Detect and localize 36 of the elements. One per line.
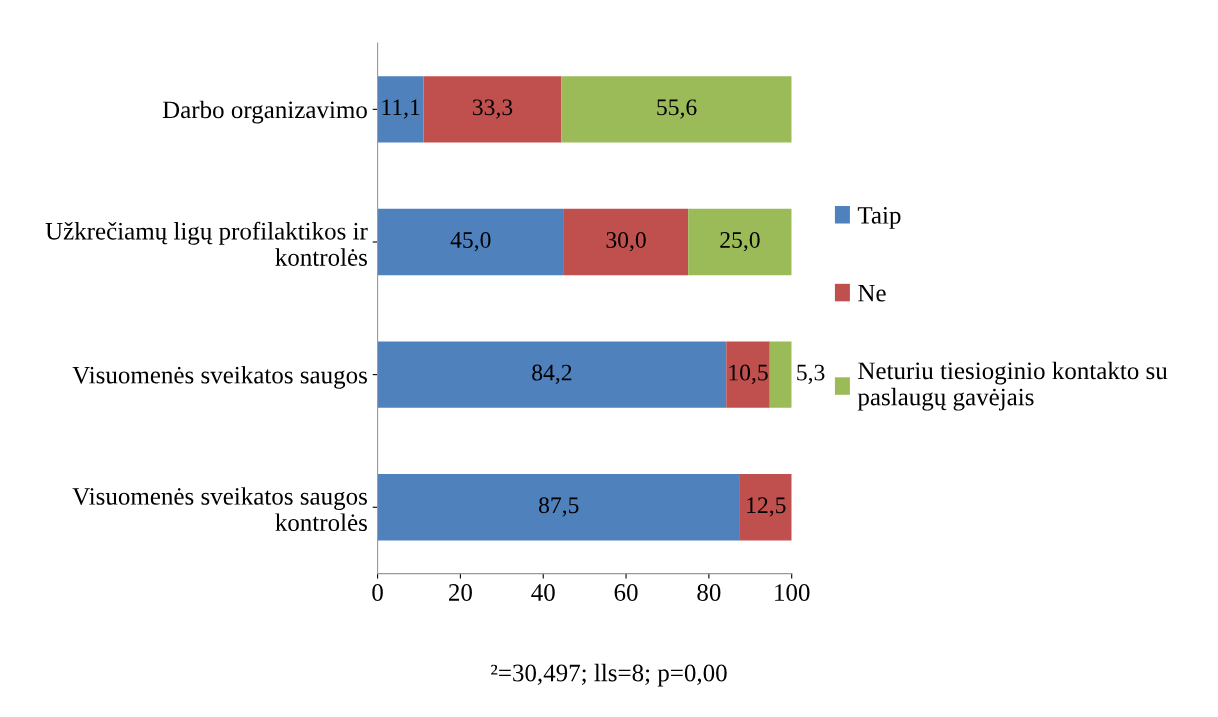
y-tick-label: Visuomenės sveikatos saugos	[72, 365, 367, 389]
y-tick-label: Darbo organizavimo	[162, 100, 367, 124]
bar	[377, 474, 740, 541]
data-label: 11,1	[382, 99, 420, 119]
x-tick-label: 0	[372, 584, 383, 601]
legend-label: Taip	[857, 206, 901, 229]
x-tick-label: 80	[697, 584, 721, 601]
data-label: 84,2	[532, 364, 572, 384]
data-label: 25,0	[720, 231, 760, 252]
legend-label: Ne	[858, 284, 886, 302]
x-tick-label: 60	[614, 584, 638, 601]
data-label: 87,5	[539, 497, 579, 517]
bar	[563, 208, 689, 276]
text: ²=30,497; lls=8; p=0,00	[491, 663, 727, 687]
bar	[423, 76, 562, 143]
bar	[377, 341, 727, 408]
x-tick-label: 20	[449, 584, 472, 601]
data-label: 45,0	[450, 231, 491, 252]
y-tick-label: Užkrečiamų ligų profilaktikos ir kontrolės	[45, 221, 368, 266]
bar	[726, 341, 770, 408]
legend-label: Neturiu tiesioginio kontakto su paslaugų gavėjais	[857, 361, 1168, 411]
data-label: 5,3	[797, 364, 825, 384]
y-tick-label: Visuomenės sveikatos saugos kontrolės	[72, 487, 367, 532]
data-label: 33,3	[472, 99, 513, 119]
data-label: 30,0	[606, 231, 646, 252]
bar	[561, 76, 792, 143]
bar	[739, 474, 792, 541]
bar	[769, 341, 792, 408]
bar	[688, 208, 792, 276]
bar	[377, 76, 424, 143]
x-tick-label: 100	[775, 584, 810, 601]
x-tick-label: 40	[531, 584, 555, 601]
bar	[377, 208, 564, 276]
data-label: 55,6	[657, 99, 697, 119]
data-label: 12,5	[747, 497, 786, 517]
data-label: 10,5	[729, 364, 768, 384]
